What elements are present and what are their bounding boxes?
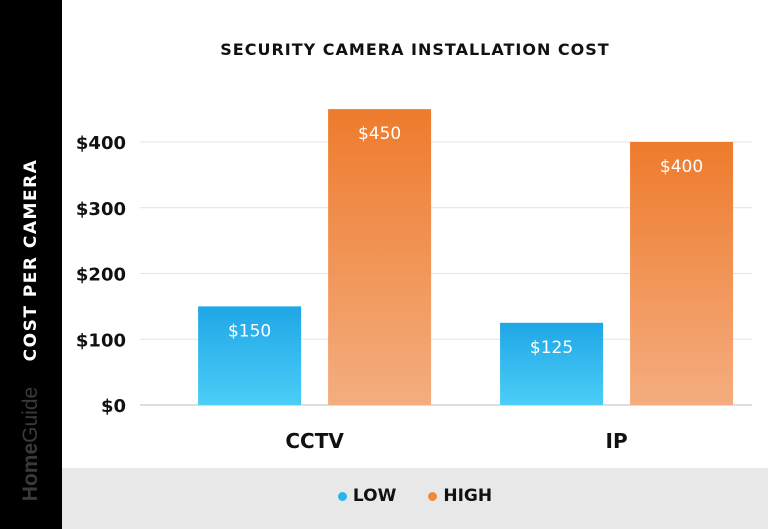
legend: LOW HIGH <box>62 486 768 506</box>
bar-low-ip <box>500 322 604 405</box>
y-tick-label: $400 <box>76 133 126 154</box>
y-tick-label: $200 <box>76 265 126 286</box>
bar-high-ip <box>630 142 734 405</box>
y-tick-label: $100 <box>76 330 126 351</box>
data-label: $125 <box>530 338 573 358</box>
bar-low-cctv <box>198 306 302 405</box>
sidebar: COST PER CAMERA HomeGuide <box>0 0 62 529</box>
y-tick-label: $0 <box>101 396 126 417</box>
x-tick-label: CCTV <box>285 429 344 453</box>
legend-band: LOW HIGH <box>62 468 768 529</box>
legend-item-high: HIGH <box>428 486 492 506</box>
data-label: $150 <box>228 321 271 341</box>
y-tick-label: $300 <box>76 199 126 220</box>
legend-label-high: HIGH <box>443 486 493 506</box>
data-label: $450 <box>358 124 401 144</box>
data-label: $400 <box>660 157 703 177</box>
legend-dot-high <box>428 491 438 501</box>
legend-dot-low <box>337 491 347 501</box>
chart-title: SECURITY CAMERA INSTALLATION COST <box>220 40 610 59</box>
bar-high-cctv <box>328 109 432 405</box>
legend-item-low: LOW <box>337 486 397 506</box>
legend-label-low: LOW <box>352 486 397 506</box>
x-tick-label: IP <box>606 429 628 453</box>
